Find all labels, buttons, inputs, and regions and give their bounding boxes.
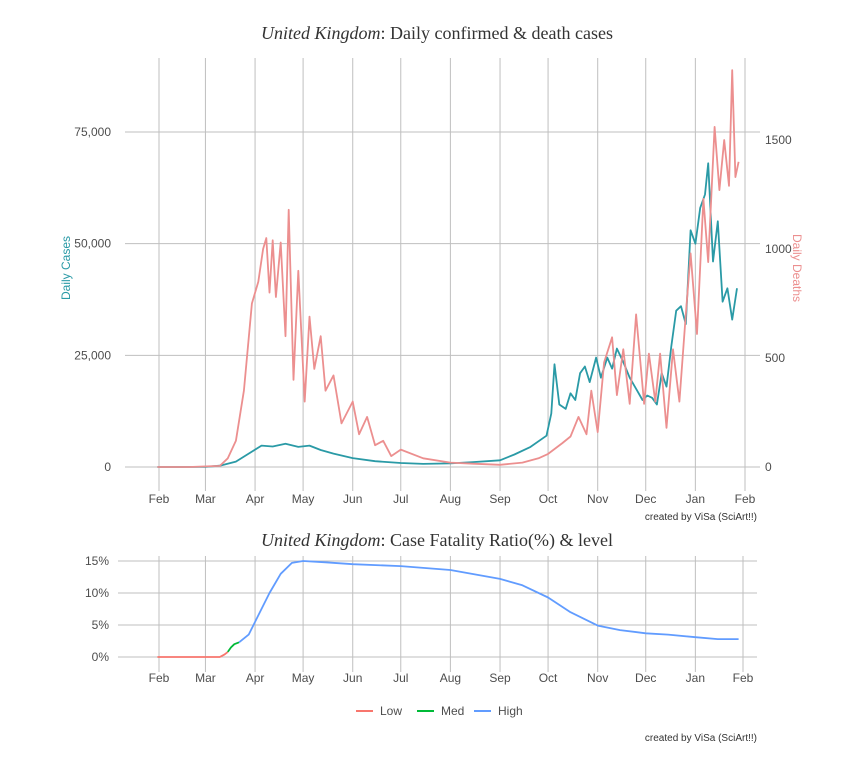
top-x-tick-label: Feb [735,492,756,506]
legend-label-med: Med [441,704,464,718]
top-chart-y-axis-label: Daily Cases [59,236,73,300]
top-x-tick-label: Sep [489,492,511,506]
top-chart-credit: created by ViSa (SciArt!!) [645,512,757,523]
top-y2-tick-label: 1000 [765,242,792,256]
top-y-tick-label: 25,000 [74,348,111,362]
bottom-x-tick-label: Jun [343,671,362,685]
bottom-y-tick-label: 10% [85,586,109,600]
bottom-chart-legend: Low Med High [356,704,523,718]
bottom-chart-grid [118,556,757,668]
cfr-line-med [227,641,240,653]
cfr-line-low [157,651,229,658]
bottom-x-tick-label: Nov [587,671,608,685]
bottom-x-tick-label: Apr [246,671,265,685]
bottom-y-tick-label: 0% [92,650,110,664]
bottom-chart-title: United Kingdom: Case Fatality Ratio(%) &… [261,530,613,551]
top-x-tick-label: Oct [539,492,558,506]
bottom-x-tick-label: Dec [635,671,656,685]
bottom-y-tick-label: 15% [85,554,109,568]
bottom-chart-title-text: : Case Fatality Ratio(%) & level [381,530,613,551]
top-x-tick-label: May [292,492,315,506]
cfr-line-high [238,560,739,644]
bottom-x-tick-label: May [292,671,315,685]
top-chart-series [157,69,740,468]
daily-deaths-line [157,69,740,468]
bottom-chart-series [157,560,739,658]
bottom-x-tick-label: Oct [539,671,558,685]
top-x-tick-label: Apr [246,492,265,506]
top-chart-y2-axis-label: Daily Deaths [790,234,804,302]
bottom-chart-axes: Feb Mar Apr May Jun Jul Aug Sep Oct Nov Dec Jan Feb 0… [85,554,754,685]
bottom-chart-title-country: United Kingdom [261,530,381,550]
bottom-x-tick-label: Aug [440,671,461,685]
legend-label-low: Low [380,704,402,718]
top-x-tick-label: Nov [587,492,608,506]
top-y2-tick-label: 0 [765,460,772,474]
bottom-x-tick-label: Jul [393,671,408,685]
top-y-tick-label: 75,000 [74,125,111,139]
bottom-y-tick-label: 5% [92,618,110,632]
top-x-tick-label: Jan [686,492,705,506]
top-chart-title-text: : Daily confirmed & death cases [381,23,613,43]
legend-label-high: High [498,704,523,718]
top-y2-tick-label: 1500 [765,133,792,147]
top-y-tick-label: 50,000 [74,237,111,251]
daily-cases-line [157,162,738,468]
top-x-tick-label: Mar [195,492,216,506]
top-chart-title: United Kingdom: Daily confirmed & death … [261,23,613,43]
bottom-x-tick-label: Mar [195,671,216,685]
top-x-tick-label: Dec [635,492,656,506]
bottom-x-tick-label: Feb [149,671,170,685]
top-x-tick-label: Jun [343,492,362,506]
top-x-tick-label: Aug [440,492,461,506]
bottom-chart-credit: created by ViSa (SciArt!!) [645,733,757,744]
bottom-x-tick-label: Feb [733,671,754,685]
bottom-x-tick-label: Jan [686,671,705,685]
top-chart-title-country: United Kingdom [261,23,381,43]
bottom-x-tick-label: Sep [489,671,511,685]
top-x-tick-label: Feb [149,492,170,506]
top-chart-axes: Feb Mar Apr May Jun Jul Aug Sep Oct Nov Dec Jan Feb 0… [74,125,792,506]
top-x-tick-label: Jul [393,492,408,506]
top-y2-tick-label: 500 [765,351,785,365]
top-chart-grid [125,58,760,487]
top-y-tick-label: 0 [104,460,111,474]
